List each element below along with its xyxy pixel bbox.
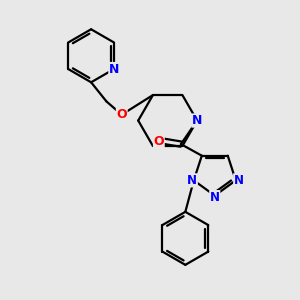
Text: O: O [116,108,127,121]
Text: N: N [192,114,202,127]
Text: O: O [154,135,164,148]
Text: N: N [109,62,119,76]
Text: N: N [234,174,244,187]
Text: N: N [210,190,220,204]
Text: N: N [187,174,197,187]
